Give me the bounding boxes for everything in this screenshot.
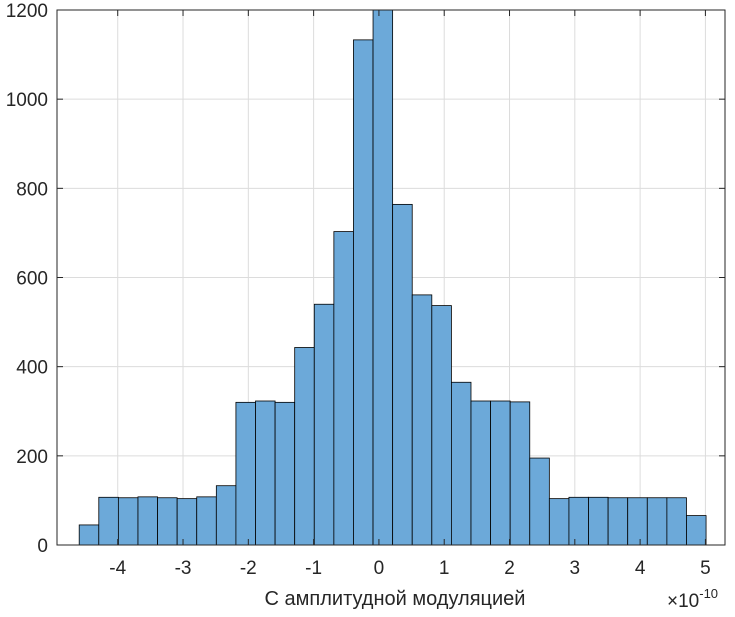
- histogram-bar: [353, 39, 374, 546]
- y-tick-label: 800: [16, 179, 48, 200]
- x-tick-label: -4: [109, 558, 126, 579]
- histogram-bar: [568, 496, 589, 546]
- histogram-bar: [411, 294, 433, 546]
- histogram-bar: [666, 497, 687, 546]
- histogram-bar: [196, 496, 217, 546]
- y-tick-label: 1200: [6, 1, 48, 22]
- histogram-bar: [137, 496, 158, 546]
- y-tick-labels: 0 200 400 600 800 1000 1200: [6, 1, 48, 557]
- histogram-bar: [255, 400, 276, 546]
- x-axis-exponent: ×10-10: [667, 586, 718, 612]
- x-tick-labels: -4 -3 -2 -1 0 1 2 3 4 5: [109, 558, 710, 579]
- histogram-bar: [333, 231, 354, 546]
- histogram-bar: [588, 496, 609, 546]
- x-tick-label: 0: [374, 558, 385, 579]
- histogram-bar: [431, 305, 452, 546]
- y-tick-label: 400: [16, 358, 48, 379]
- histogram-bar: [372, 9, 394, 546]
- histogram-bar: [98, 496, 119, 546]
- histogram-bar: [215, 485, 237, 546]
- histogram-bar: [509, 401, 531, 546]
- histogram-bar: [235, 401, 256, 546]
- y-tick-label: 0: [37, 536, 48, 557]
- histogram-bar: [686, 515, 707, 546]
- x-tick-label: 2: [504, 558, 515, 579]
- y-tick-label: 1000: [6, 90, 48, 111]
- y-tick-label: 200: [16, 447, 48, 468]
- histogram-bar: [627, 497, 648, 546]
- y-tick-label: 600: [16, 269, 48, 290]
- histogram-bar: [392, 203, 413, 546]
- histogram-bar: [313, 303, 335, 546]
- histogram-bar: [78, 524, 100, 546]
- x-tick-label: 3: [570, 558, 581, 579]
- histogram-bar: [274, 401, 296, 546]
- histogram-bar: [294, 347, 315, 546]
- x-tick-label: 5: [700, 558, 711, 579]
- x-tick-label: -3: [175, 558, 192, 579]
- histogram-bars: [78, 9, 707, 546]
- x-tick-label: 1: [439, 558, 450, 579]
- x-axis-exponent-power: -10: [699, 586, 718, 601]
- x-axis-title: С амплитудной модуляцией: [265, 588, 526, 610]
- histogram-bar: [548, 498, 570, 546]
- histogram-bar: [470, 400, 491, 546]
- histogram-bar: [529, 457, 550, 546]
- histogram-bar: [451, 381, 472, 546]
- x-axis-exponent-base: ×10: [667, 591, 699, 612]
- x-tick-label: -2: [240, 558, 257, 579]
- histogram-bar: [490, 400, 511, 546]
- histogram-bar: [646, 497, 668, 546]
- histogram-bar: [157, 497, 178, 546]
- histogram-bar: [117, 497, 139, 546]
- histogram-bar: [607, 497, 629, 546]
- histogram-bar: [176, 498, 198, 546]
- x-tick-label: -1: [305, 558, 322, 579]
- x-tick-label: 4: [635, 558, 646, 579]
- axis-ticks: [57, 9, 725, 546]
